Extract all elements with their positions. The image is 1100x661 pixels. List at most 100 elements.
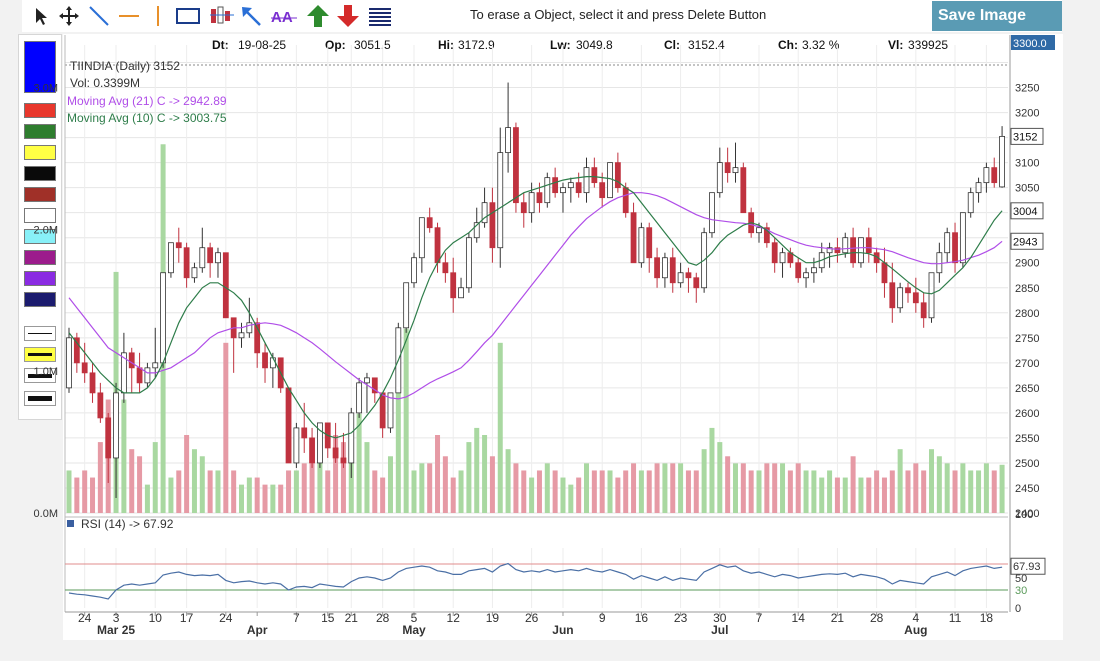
candle-body[interactable] bbox=[959, 212, 966, 264]
candle-body[interactable] bbox=[144, 367, 151, 384]
line-width-button[interactable] bbox=[24, 368, 56, 383]
candle-body[interactable] bbox=[936, 252, 943, 274]
candle-body[interactable] bbox=[732, 167, 739, 174]
pointer-tool[interactable] bbox=[26, 3, 54, 29]
line-width-button[interactable] bbox=[24, 347, 56, 362]
candle-body[interactable] bbox=[630, 212, 637, 264]
candle-body[interactable] bbox=[371, 377, 378, 394]
candle-body[interactable] bbox=[536, 192, 543, 204]
candle-body[interactable] bbox=[803, 272, 809, 279]
line-width-button[interactable] bbox=[24, 326, 56, 341]
candle-body[interactable] bbox=[238, 332, 245, 339]
rectangle-tool[interactable] bbox=[174, 3, 202, 29]
candle-body[interactable] bbox=[724, 162, 731, 174]
candle-body[interactable] bbox=[740, 167, 747, 214]
candle-body[interactable] bbox=[293, 427, 300, 464]
candle-body[interactable] bbox=[544, 177, 551, 204]
horizontal-line-tool[interactable] bbox=[115, 3, 143, 29]
candle-body[interactable] bbox=[944, 232, 951, 254]
candle-body[interactable] bbox=[301, 427, 308, 439]
candle-body[interactable] bbox=[497, 152, 504, 249]
candle-body[interactable] bbox=[591, 167, 598, 184]
color-swatch[interactable] bbox=[24, 145, 56, 160]
candle-body[interactable] bbox=[183, 247, 190, 279]
candle-body[interactable] bbox=[434, 227, 441, 264]
candle-body[interactable] bbox=[622, 187, 629, 214]
buy-arrow-tool[interactable] bbox=[304, 3, 332, 29]
candle-body[interactable] bbox=[285, 387, 292, 464]
candle-body[interactable] bbox=[952, 232, 958, 264]
candle-body[interactable] bbox=[215, 252, 221, 264]
candle-body[interactable] bbox=[489, 202, 496, 249]
trendline-tool[interactable] bbox=[85, 3, 113, 29]
candle-body[interactable] bbox=[379, 392, 386, 429]
candle-body[interactable] bbox=[458, 287, 464, 299]
candle-body[interactable] bbox=[912, 292, 919, 304]
candle-body[interactable] bbox=[364, 377, 370, 384]
candle-body[interactable] bbox=[418, 217, 425, 259]
candle-body[interactable] bbox=[662, 257, 668, 279]
candle-body[interactable] bbox=[309, 437, 315, 464]
candle-body[interactable] bbox=[873, 252, 880, 264]
menu-tool[interactable] bbox=[366, 3, 394, 29]
candle-body[interactable] bbox=[850, 237, 857, 264]
candle-body[interactable] bbox=[638, 227, 645, 264]
candle-body[interactable] bbox=[136, 367, 143, 384]
color-swatch[interactable] bbox=[24, 103, 56, 118]
candle-body[interactable] bbox=[387, 392, 394, 429]
candle-body[interactable] bbox=[865, 237, 872, 254]
candle-body[interactable] bbox=[920, 302, 927, 319]
candle-body[interactable] bbox=[520, 202, 527, 214]
candle-body[interactable] bbox=[254, 322, 261, 354]
candle-body[interactable] bbox=[450, 272, 457, 299]
color-swatch[interactable] bbox=[24, 229, 56, 244]
candle-body[interactable] bbox=[928, 272, 935, 319]
color-swatch[interactable] bbox=[24, 250, 56, 265]
candle-body[interactable] bbox=[222, 252, 229, 319]
candle-body[interactable] bbox=[426, 217, 433, 229]
vertical-line-tool[interactable] bbox=[144, 3, 172, 29]
candle-body[interactable] bbox=[262, 352, 268, 369]
candle-body[interactable] bbox=[356, 382, 363, 414]
candle-body[interactable] bbox=[340, 457, 347, 464]
text-tool[interactable]: AA bbox=[270, 3, 298, 29]
candle-body[interactable] bbox=[168, 242, 174, 274]
color-swatch[interactable] bbox=[24, 187, 56, 202]
candle-body[interactable] bbox=[889, 282, 896, 309]
candle-body[interactable] bbox=[246, 322, 253, 334]
candle-body[interactable] bbox=[716, 162, 723, 194]
candle-body[interactable] bbox=[795, 262, 802, 279]
candle-body[interactable] bbox=[113, 392, 119, 459]
line-width-button[interactable] bbox=[24, 391, 56, 406]
candle-body[interactable] bbox=[693, 277, 700, 289]
candle-body[interactable] bbox=[332, 447, 339, 459]
arrow-tool[interactable] bbox=[238, 3, 266, 29]
candle-body[interactable] bbox=[583, 167, 590, 194]
candle-body[interactable] bbox=[756, 227, 762, 234]
sell-arrow-tool[interactable] bbox=[334, 3, 362, 29]
candle-body[interactable] bbox=[810, 267, 817, 274]
candle-body[interactable] bbox=[575, 182, 582, 194]
candle-body[interactable] bbox=[779, 252, 786, 264]
color-swatch[interactable] bbox=[24, 166, 56, 181]
candle-body[interactable] bbox=[975, 182, 982, 194]
candle-body[interactable] bbox=[677, 272, 684, 284]
candle-body[interactable] bbox=[442, 262, 449, 274]
candle-body[interactable] bbox=[842, 237, 849, 254]
candle-body[interactable] bbox=[905, 287, 911, 294]
candle-body[interactable] bbox=[317, 422, 323, 464]
candle-body[interactable] bbox=[834, 247, 841, 254]
candle-body[interactable] bbox=[97, 392, 104, 419]
candle-body[interactable] bbox=[175, 242, 182, 249]
candle-body[interactable] bbox=[513, 127, 519, 204]
candle-body[interactable] bbox=[481, 202, 488, 224]
candle-body[interactable] bbox=[967, 192, 974, 214]
candle-body[interactable] bbox=[858, 237, 864, 264]
candle-body[interactable] bbox=[709, 192, 715, 234]
candle-body[interactable] bbox=[669, 257, 676, 284]
move-tool[interactable] bbox=[55, 3, 83, 29]
candle-body[interactable] bbox=[881, 262, 888, 284]
candle-body[interactable] bbox=[199, 247, 206, 269]
candle-body[interactable] bbox=[160, 272, 166, 364]
candle-body[interactable] bbox=[614, 162, 621, 189]
